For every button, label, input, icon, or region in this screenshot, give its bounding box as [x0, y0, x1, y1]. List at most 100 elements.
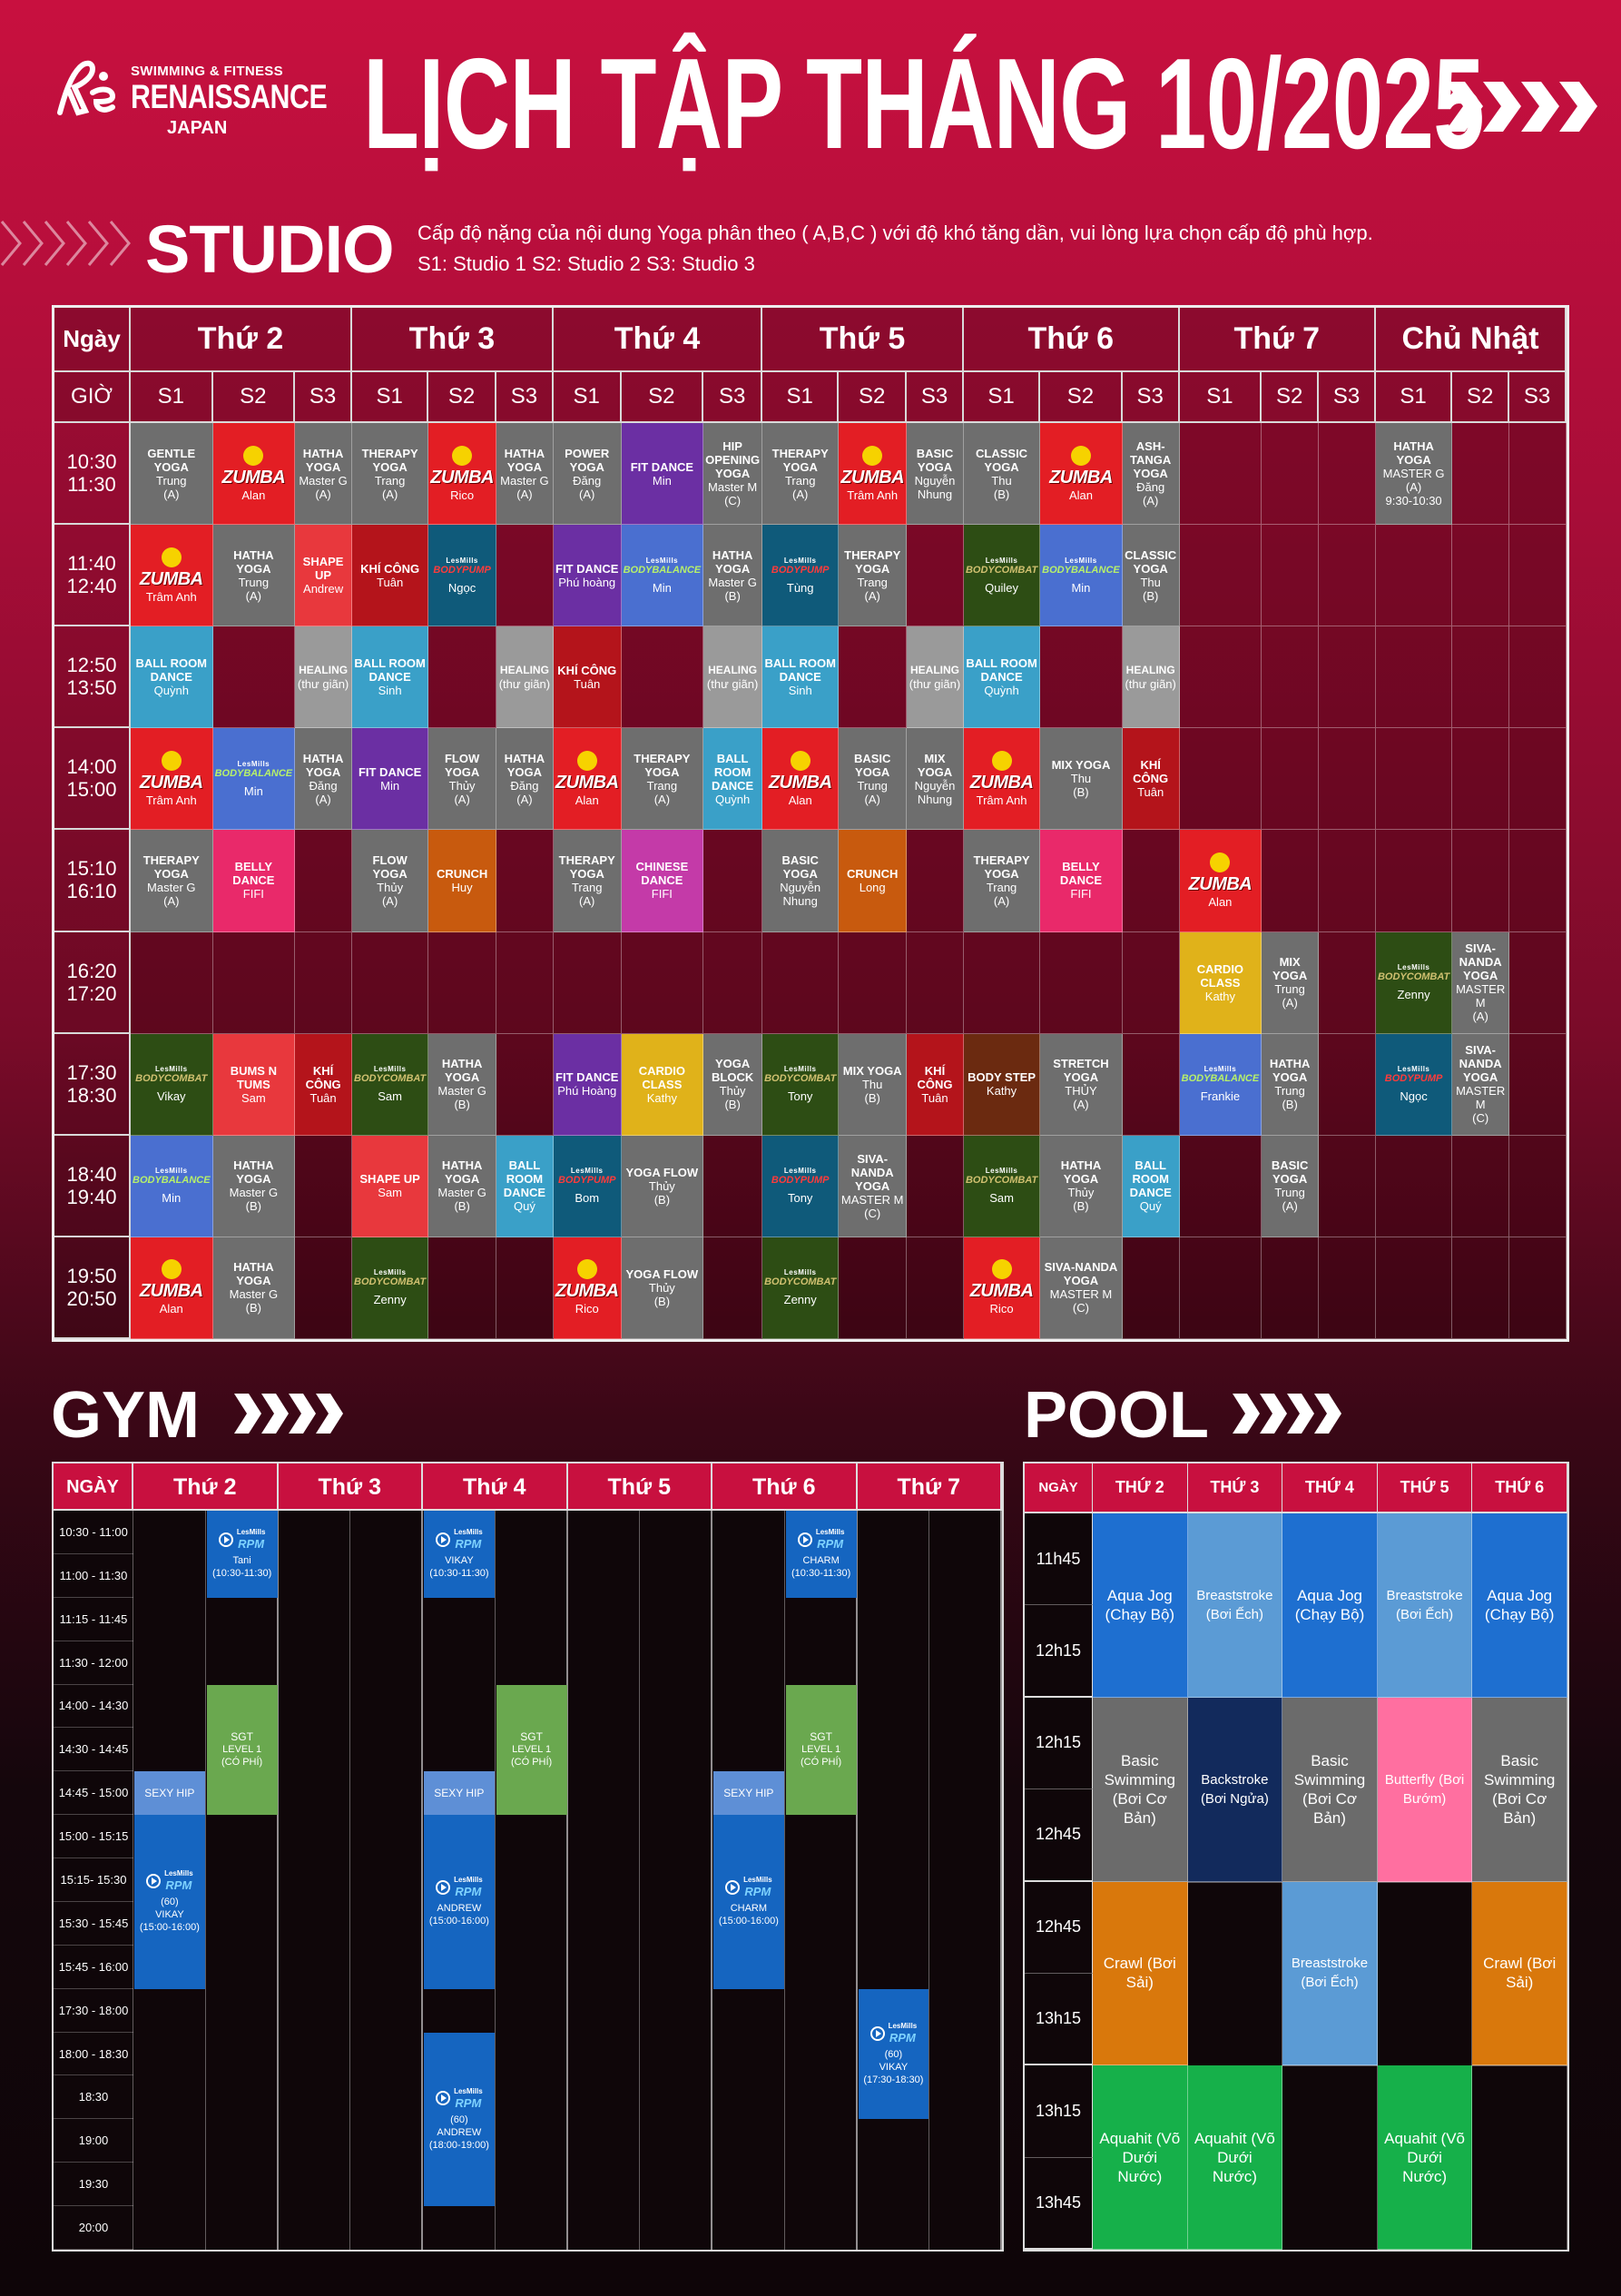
class-block[interactable]: SHAPE UP Andrew [295, 525, 353, 627]
class-block[interactable]: FLOW YOGA Thủy (A) [428, 728, 496, 831]
class-block[interactable]: LesMills BODYBALANCE Min [621, 525, 704, 627]
class-block[interactable]: CHINESE DANCE FIFI [621, 830, 704, 932]
class-block[interactable]: ZUMBA Alan [1179, 830, 1262, 932]
class-block[interactable]: LesMills BODYPUMP Tony [762, 1135, 840, 1237]
gym-class-block[interactable]: LesMills RPM ANDREW (15:00-16:00) [424, 1815, 495, 1989]
class-block[interactable]: MIX YOGA Thu (B) [1040, 728, 1123, 831]
class-block[interactable]: FLOW YOGA Thủy (A) [352, 830, 429, 932]
class-block[interactable]: ZUMBA Rico [963, 1237, 1041, 1339]
class-block[interactable]: THERAPY YOGA Trang (A) [839, 525, 908, 627]
class-block[interactable]: HATHA YOGA Trung (B) [1262, 1033, 1320, 1136]
class-block[interactable]: MIX YOGA Nguyễn Nhung [907, 728, 964, 831]
class-block[interactable]: YOGA FLOW Thủy (B) [621, 1237, 704, 1339]
class-block[interactable]: HATHA YOGA Master G (A) [295, 423, 353, 526]
pool-class-block[interactable]: Breaststroke (Bơi Ếch) [1282, 1881, 1378, 2066]
class-block[interactable]: BODY STEP Kathy [963, 1033, 1041, 1136]
class-block[interactable]: LesMills BODYPUMP Tùng [762, 525, 840, 627]
class-block[interactable]: ZUMBA Rico [553, 1237, 622, 1339]
gym-class-block[interactable]: LesMills RPM (60) VIKAY (17:30-18:30) [858, 1988, 929, 2120]
class-block[interactable]: KHÍ CÔNG Tuân [907, 1033, 964, 1136]
class-block[interactable]: MIX YOGA Trung (A) [1262, 931, 1320, 1034]
pool-class-block[interactable]: Basic Swimming (Bơi Cơ Bản) [1472, 1697, 1567, 1882]
class-block[interactable]: THERAPY YOGA Trang (A) [553, 830, 622, 932]
class-block[interactable]: HEALING (thư giãn) [703, 626, 763, 729]
class-block[interactable]: HATHA YOGA Master G (A) [496, 423, 554, 526]
gym-class-block[interactable]: LesMills RPM VIKAY (10:30-11:30) [424, 1511, 495, 1598]
class-block[interactable]: BALL ROOM DANCE Sinh [762, 626, 840, 729]
class-block[interactable]: YOGA FLOW Thủy (B) [621, 1135, 704, 1237]
class-block[interactable]: ZUMBA Trâm Anh [131, 525, 213, 627]
class-block[interactable]: SIVA-NANDA YOGA MASTER M (C) [1040, 1237, 1123, 1339]
class-block[interactable]: CRUNCH Long [839, 830, 908, 932]
class-block[interactable]: ZUMBA Alan [553, 728, 622, 831]
gym-class-block[interactable]: LesMills RPM CHARM (15:00-16:00) [713, 1815, 784, 1989]
class-block[interactable]: HATHA YOGA Trung (A) [212, 525, 296, 627]
pool-class-block[interactable]: Aqua Jog (Chạy Bộ) [1472, 1513, 1567, 1698]
class-block[interactable]: THERAPY YOGA Master G (A) [131, 830, 213, 932]
gym-class-block[interactable]: LesMills RPM CHARM (10:30-11:30) [785, 1511, 857, 1598]
class-block[interactable]: ZUMBA Alan [762, 728, 840, 831]
class-block[interactable]: HATHA YOGA Master G (B) [428, 1135, 496, 1237]
class-block[interactable]: LesMills BODYPUMP Ngọc [428, 525, 496, 627]
pool-class-block[interactable]: Aqua Jog (Chạy Bộ) [1093, 1513, 1188, 1698]
class-block[interactable]: HATHA YOGA Master G (B) [212, 1237, 296, 1339]
class-block[interactable]: HEALING (thư giãn) [496, 626, 554, 729]
class-block[interactable]: ASH-TANGA YOGA Đăng (A) [1122, 423, 1180, 526]
class-block[interactable]: LesMills BODYBALANCE Min [1040, 525, 1123, 627]
class-block[interactable]: LesMills BODYPUMP Bom [553, 1135, 622, 1237]
class-block[interactable]: GENTLE YOGA Trung (A) [131, 423, 213, 526]
class-block[interactable]: LesMills BODYCOMBAT Sam [352, 1033, 429, 1136]
class-block[interactable]: BASIC YOGA Trung (A) [1262, 1135, 1320, 1237]
gym-class-block[interactable]: LesMills RPM (60) ANDREW (18:00-19:00) [424, 2032, 495, 2207]
pool-class-block[interactable]: Aquahit (Võ Dưới Nước) [1187, 2065, 1283, 2250]
class-block[interactable]: MIX YOGA Thu (B) [839, 1033, 908, 1136]
class-block[interactable]: BELLY DANCE FIFI [1040, 830, 1123, 932]
class-block[interactable]: ZUMBA Rico [428, 423, 496, 526]
class-block[interactable]: BASIC YOGA Trung (A) [839, 728, 908, 831]
class-block[interactable]: LesMills BODYBALANCE Frankie [1179, 1033, 1262, 1136]
class-block[interactable]: ZUMBA Alan [212, 423, 296, 526]
class-block[interactable]: HATHA YOGA Master G (B) [212, 1135, 296, 1237]
pool-class-block[interactable]: Crawl (Bơi Sải) [1093, 1881, 1188, 2066]
gym-class-block[interactable]: SEXY HIP [713, 1771, 784, 1816]
class-block[interactable]: HEALING (thư giãn) [295, 626, 353, 729]
class-block[interactable]: ZUMBA Trâm Anh [131, 728, 213, 831]
class-block[interactable]: SIVA-NANDA YOGA MASTER M (C) [839, 1135, 908, 1237]
class-block[interactable]: FIT DANCE Phú hoàng [553, 525, 622, 627]
class-block[interactable]: ZUMBA Alan [1040, 423, 1123, 526]
class-block[interactable]: BELLY DANCE FIFI [212, 830, 296, 932]
class-block[interactable]: THERAPY YOGA Trang (A) [762, 423, 840, 526]
class-block[interactable]: CLASSIC YOGA Thu (B) [963, 423, 1041, 526]
class-block[interactable]: LesMills BODYBALANCE Min [212, 728, 296, 831]
class-block[interactable]: LesMills BODYCOMBAT Zenny [1375, 931, 1453, 1034]
pool-class-block[interactable]: Aquahit (Võ Dưới Nước) [1093, 2065, 1188, 2250]
class-block[interactable]: BALL ROOM DANCE Quý [496, 1135, 554, 1237]
class-block[interactable]: ZUMBA Trâm Anh [963, 728, 1041, 831]
class-block[interactable]: ZUMBA Alan [131, 1237, 213, 1339]
class-block[interactable]: CARDIO CLASS Kathy [621, 1033, 704, 1136]
pool-class-block[interactable]: Basic Swimming (Bơi Cơ Bản) [1093, 1697, 1188, 1882]
class-block[interactable]: HATHA YOGA Thủy (B) [1040, 1135, 1123, 1237]
pool-class-block[interactable]: Backstroke (Bơi Ngửa) [1187, 1697, 1283, 1882]
gym-class-block[interactable]: SEXY HIP [134, 1771, 205, 1816]
class-block[interactable]: FIT DANCE Min [352, 728, 429, 831]
gym-class-block[interactable]: SGT LEVEL 1 (CÓ PHÍ) [496, 1684, 567, 1816]
class-block[interactable]: BUMS N TUMS Sam [212, 1033, 296, 1136]
class-block[interactable]: BASIC YOGA Nguyễn Nhung [762, 830, 840, 932]
class-block[interactable]: HATHA YOGA Master G (B) [703, 525, 763, 627]
class-block[interactable]: THERAPY YOGA Trang (A) [352, 423, 429, 526]
class-block[interactable]: LesMills BODYCOMBAT Quiley [963, 525, 1041, 627]
class-block[interactable]: FIT DANCE Phú Hoàng [553, 1033, 622, 1136]
class-block[interactable]: POWER YOGA Đăng (A) [553, 423, 622, 526]
gym-class-block[interactable]: SEXY HIP [424, 1771, 495, 1816]
class-block[interactable]: HATHA YOGA Master G (B) [428, 1033, 496, 1136]
class-block[interactable]: SIVA-NANDA YOGA MASTER M (C) [1452, 1033, 1510, 1136]
gym-class-block[interactable]: SGT LEVEL 1 (CÓ PHÍ) [785, 1684, 857, 1816]
class-block[interactable]: SHAPE UP Sam [352, 1135, 429, 1237]
class-block[interactable]: LesMills BODYCOMBAT Zenny [352, 1237, 429, 1339]
class-block[interactable]: BASIC YOGA Nguyễn Nhung [907, 423, 964, 526]
class-block[interactable]: YOGA BLOCK Thủy (B) [703, 1033, 763, 1136]
class-block[interactable]: KHÍ CÔNG Tuân [553, 626, 622, 729]
class-block[interactable]: FIT DANCE Min [621, 423, 704, 526]
gym-class-block[interactable]: SGT LEVEL 1 (CÓ PHÍ) [206, 1684, 278, 1816]
